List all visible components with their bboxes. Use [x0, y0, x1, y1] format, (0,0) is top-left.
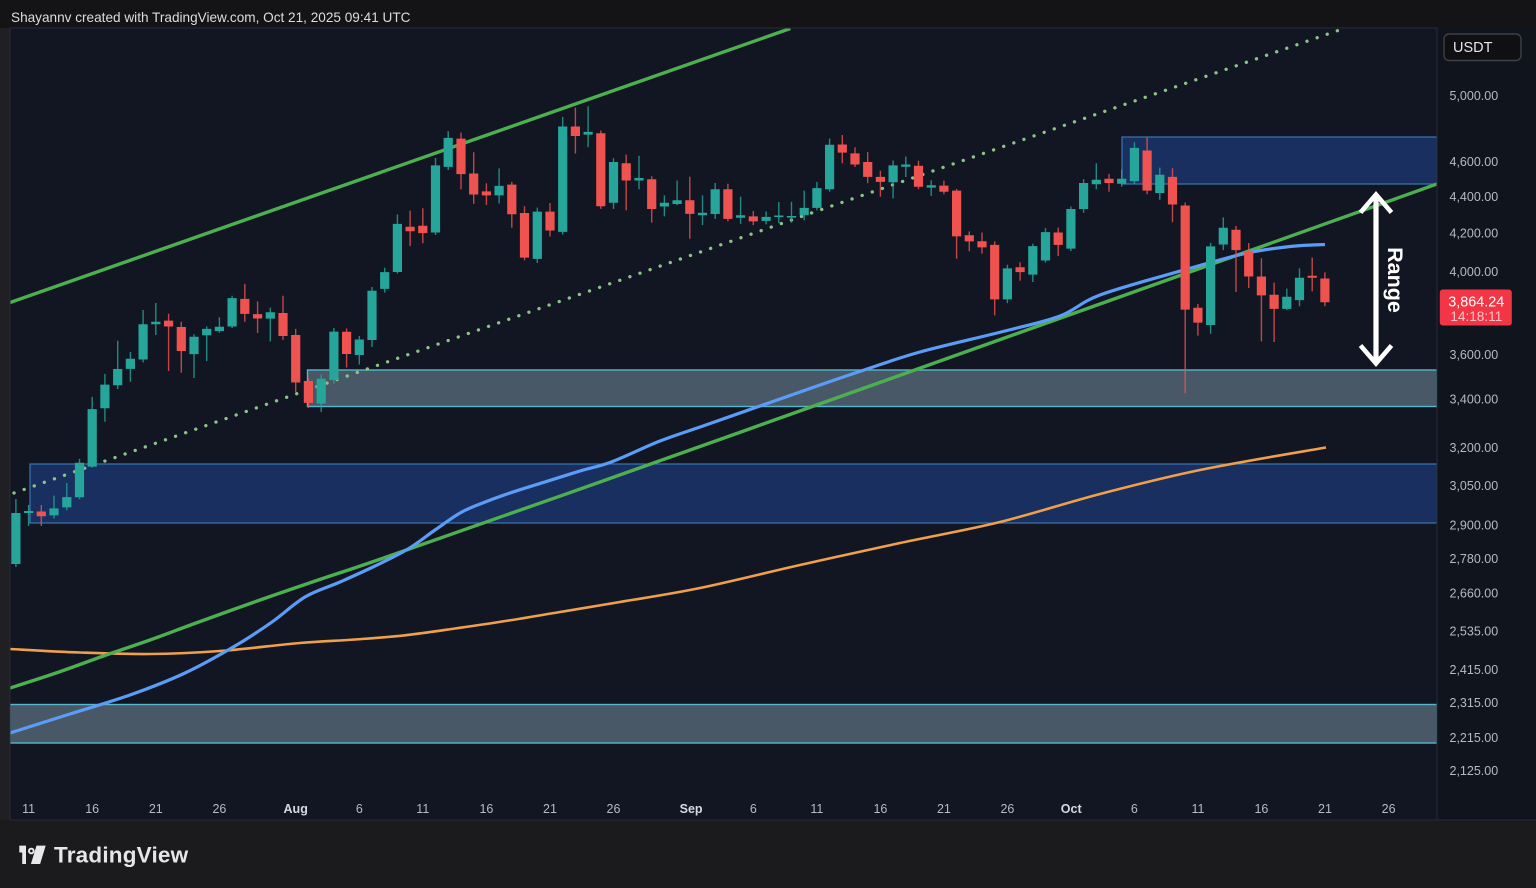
svg-text:14:18:11: 14:18:11	[1450, 309, 1502, 324]
svg-text:2,215.00: 2,215.00	[1450, 731, 1499, 745]
svg-text:26: 26	[212, 802, 226, 816]
svg-text:11: 11	[416, 802, 429, 816]
svg-text:2,125.00: 2,125.00	[1450, 764, 1499, 778]
svg-text:2,780.00: 2,780.00	[1450, 552, 1499, 566]
svg-text:6: 6	[1131, 802, 1138, 816]
svg-text:26: 26	[1000, 802, 1014, 816]
svg-text:2,535.00: 2,535.00	[1450, 625, 1499, 639]
svg-text:11: 11	[22, 802, 35, 816]
svg-text:16: 16	[85, 802, 99, 816]
svg-text:11: 11	[1192, 802, 1205, 816]
svg-text:2,900.00: 2,900.00	[1450, 519, 1499, 533]
svg-text:6: 6	[750, 802, 757, 816]
svg-text:11: 11	[810, 802, 823, 816]
svg-text:Range: Range	[1383, 247, 1407, 313]
svg-text:3,200.00: 3,200.00	[1450, 441, 1499, 455]
svg-text:21: 21	[149, 802, 163, 816]
svg-text:21: 21	[937, 802, 951, 816]
svg-text:USDT: USDT	[1453, 40, 1493, 56]
svg-text:2,415.00: 2,415.00	[1450, 663, 1499, 677]
svg-text:21: 21	[543, 802, 557, 816]
svg-text:3,050.00: 3,050.00	[1450, 479, 1499, 493]
svg-text:3,600.00: 3,600.00	[1450, 348, 1499, 362]
svg-text:4,400.00: 4,400.00	[1450, 190, 1499, 204]
svg-text:TradingView: TradingView	[54, 843, 189, 868]
svg-text:4,600.00: 4,600.00	[1450, 155, 1499, 169]
svg-text:6: 6	[356, 802, 363, 816]
svg-text:26: 26	[1382, 802, 1396, 816]
svg-text:Sep: Sep	[680, 802, 703, 816]
svg-text:16: 16	[873, 802, 887, 816]
svg-text:Aug: Aug	[284, 802, 308, 816]
svg-text:Shayannv created with TradingV: Shayannv created with TradingView.com, O…	[11, 10, 411, 25]
svg-text:21: 21	[1318, 802, 1332, 816]
svg-text:3,864.24: 3,864.24	[1448, 295, 1504, 311]
svg-text:Oct: Oct	[1061, 802, 1083, 816]
svg-text:16: 16	[479, 802, 493, 816]
svg-text:4,200.00: 4,200.00	[1450, 227, 1499, 241]
svg-text:2,660.00: 2,660.00	[1450, 587, 1499, 601]
svg-text:2,315.00: 2,315.00	[1450, 696, 1499, 710]
svg-text:16: 16	[1254, 802, 1268, 816]
svg-text:4,000.00: 4,000.00	[1450, 265, 1499, 279]
svg-text:5,000.00: 5,000.00	[1450, 89, 1499, 103]
svg-text:26: 26	[607, 802, 621, 816]
svg-text:3,400.00: 3,400.00	[1450, 393, 1499, 407]
